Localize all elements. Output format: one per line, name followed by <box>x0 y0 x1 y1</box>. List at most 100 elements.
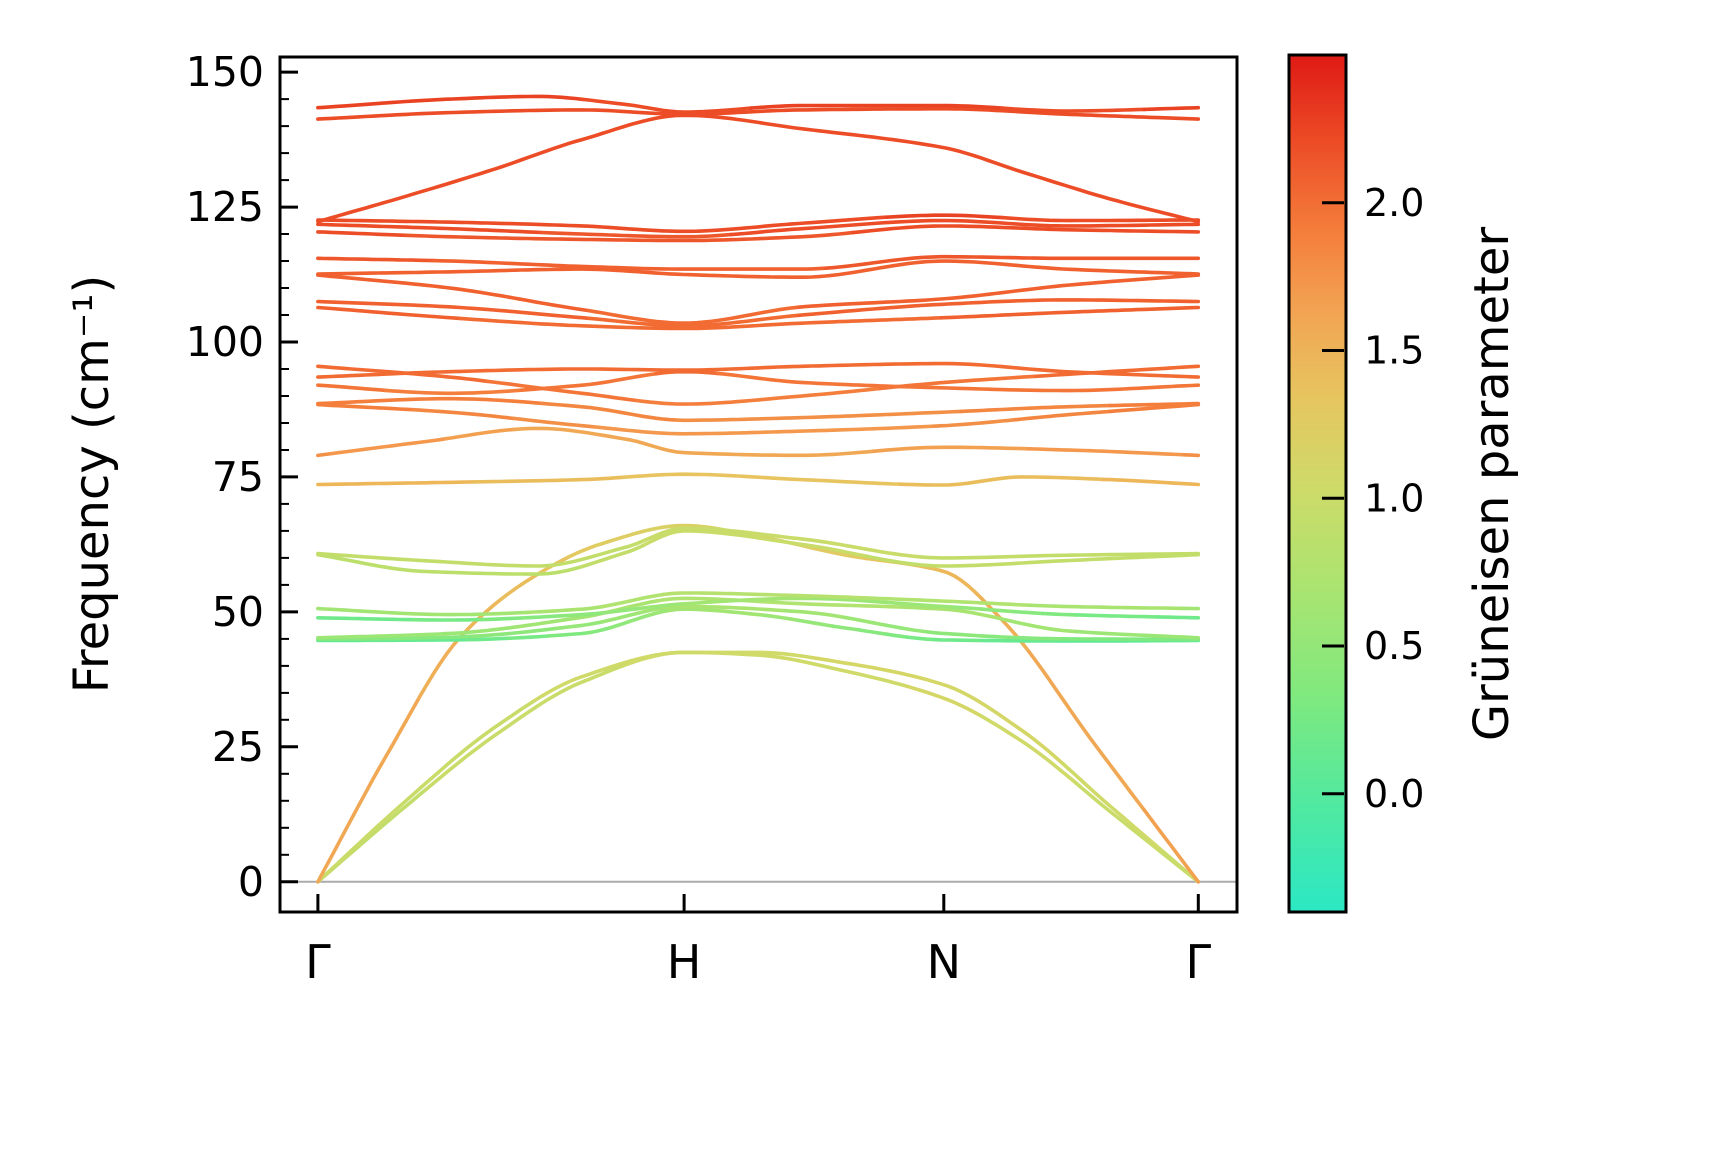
band-segment <box>925 630 991 639</box>
band-segment <box>539 230 733 239</box>
band-segment <box>316 383 388 393</box>
band-segment <box>458 597 503 640</box>
band <box>316 523 1201 884</box>
band-segment <box>316 107 1201 121</box>
band <box>316 591 1201 617</box>
colorbar-tick-label: 0.0 <box>1364 772 1424 816</box>
band <box>316 273 1201 325</box>
band-segment <box>336 634 476 641</box>
band-segment <box>593 424 936 436</box>
band-segment <box>1155 615 1201 620</box>
band-segment <box>905 684 984 719</box>
band-segment <box>749 103 1004 110</box>
band-segment <box>1040 611 1079 617</box>
band-segment <box>878 374 1038 391</box>
band-segment <box>559 611 605 618</box>
band-segment <box>519 613 564 620</box>
band <box>316 361 1201 379</box>
band-segment <box>979 638 1058 643</box>
band-segment <box>316 305 462 321</box>
band-segment <box>939 305 1201 320</box>
band-segment <box>316 695 422 884</box>
band-segment <box>620 472 903 487</box>
band-segment <box>600 611 639 624</box>
band-segment <box>471 626 557 639</box>
y-tick-label: 100 <box>186 318 264 366</box>
y-tick-label: 50 <box>212 588 264 636</box>
band-segment <box>830 624 862 632</box>
band-segment <box>1061 636 1201 642</box>
band-segment <box>1000 215 1201 223</box>
band-segment <box>641 601 686 610</box>
band-segment <box>932 417 1018 429</box>
colorbar-gradient <box>1289 55 1346 912</box>
band-segment <box>316 364 490 384</box>
band-segment <box>316 230 408 238</box>
band-segment <box>1000 106 1146 113</box>
band-segment <box>647 608 672 617</box>
band-segment <box>641 526 923 559</box>
band-segment <box>322 553 584 576</box>
band-segment <box>986 634 1065 641</box>
band-segment <box>1013 609 1045 616</box>
band-segment <box>654 369 720 376</box>
band-segment <box>316 361 1201 379</box>
band-segment <box>410 407 517 421</box>
band-segment <box>553 620 605 631</box>
band-segment <box>316 259 1201 280</box>
band-segment <box>898 605 1004 621</box>
band <box>316 364 1201 406</box>
band-segment <box>1142 105 1201 112</box>
band <box>316 213 1201 234</box>
band-segment <box>1027 649 1146 812</box>
band-segment <box>1101 477 1201 487</box>
band-segment <box>905 635 936 642</box>
band-segment <box>539 401 679 422</box>
band-segment <box>316 256 435 263</box>
band-segment <box>316 396 544 406</box>
band <box>316 402 1201 436</box>
band-segment <box>316 606 530 617</box>
y-tick-label: 75 <box>212 453 264 501</box>
band-segment <box>329 436 449 456</box>
band-segment <box>580 543 645 569</box>
band-segment <box>383 388 523 396</box>
band-segment <box>431 258 828 271</box>
band <box>316 526 1201 568</box>
band-segment <box>525 604 605 615</box>
band <box>316 529 1201 576</box>
band-segment <box>471 475 625 484</box>
y-tick-label: 125 <box>186 183 264 231</box>
band-segment <box>1000 617 1079 634</box>
y-tick-label: 25 <box>212 723 264 771</box>
band-segment <box>1027 603 1187 611</box>
band-segment <box>654 596 903 609</box>
band-segment <box>898 475 1106 487</box>
band-segment <box>316 273 591 313</box>
band-segment <box>884 632 909 639</box>
band-segment <box>316 480 476 487</box>
band-segment <box>478 616 523 622</box>
colorbar-tick-label: 0.5 <box>1364 624 1424 668</box>
band-segment <box>566 543 598 559</box>
band-segment <box>512 426 876 458</box>
band <box>316 259 1201 280</box>
phonon-bands <box>316 94 1201 884</box>
band-segment <box>593 529 645 548</box>
band-segment <box>316 615 415 622</box>
band-segment <box>796 298 1201 318</box>
band-segment <box>1074 613 1160 619</box>
band <box>316 396 1201 423</box>
band <box>316 94 1201 114</box>
band-segment <box>810 655 1065 766</box>
band-segment <box>586 313 801 328</box>
band <box>316 107 1201 121</box>
band-segment <box>512 416 598 429</box>
band <box>316 650 1201 884</box>
band-segment <box>661 591 869 600</box>
band-segment <box>851 224 1201 235</box>
band-segment <box>715 371 1201 393</box>
band <box>316 218 1201 239</box>
